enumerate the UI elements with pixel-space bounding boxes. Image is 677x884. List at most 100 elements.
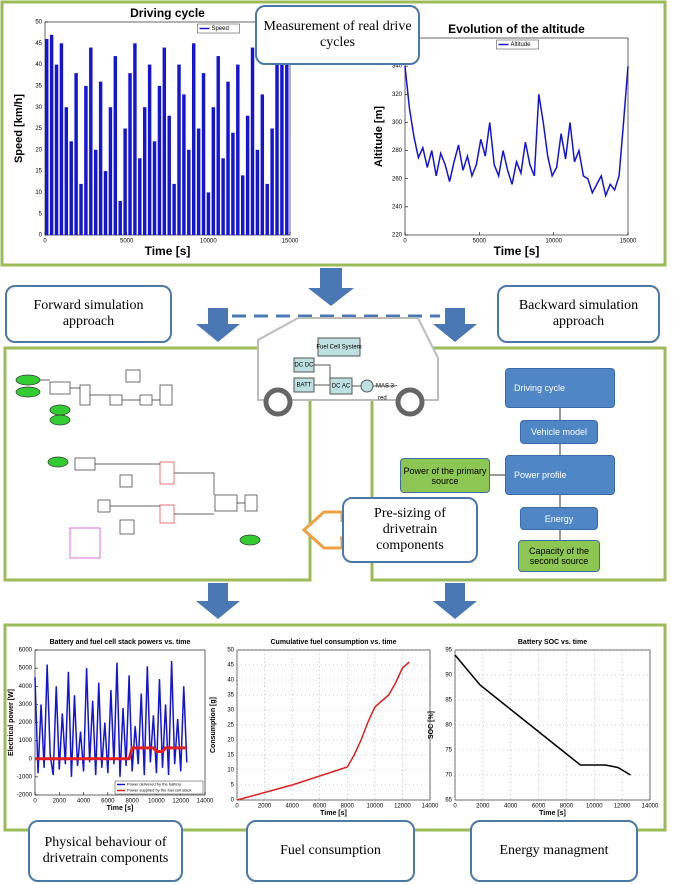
vehicle-label: DC AC xyxy=(332,384,351,390)
bar xyxy=(118,200,122,235)
bar xyxy=(64,107,69,235)
callout: Pre-sizing of drivetrain components xyxy=(342,497,478,563)
bar xyxy=(147,64,152,235)
bar xyxy=(236,64,240,235)
y-tick-label: 5 xyxy=(39,211,43,217)
x-tick-label: 10000 xyxy=(586,804,603,810)
y-tick-label: 4000 xyxy=(19,684,33,690)
bar xyxy=(226,81,230,235)
y-tick-label: -1000 xyxy=(17,774,33,780)
bar xyxy=(162,47,167,236)
bar xyxy=(123,128,127,235)
x-tick-label: 14000 xyxy=(642,804,659,810)
x-tick-label: 14000 xyxy=(422,804,439,810)
plot-area xyxy=(454,649,651,801)
bar xyxy=(265,183,269,235)
bar xyxy=(216,56,220,235)
y-tick-label: 0 xyxy=(39,233,43,239)
bar xyxy=(98,81,103,235)
vehicle-label: red xyxy=(378,396,387,402)
y-tick-label: 15 xyxy=(227,753,234,759)
y-tick-label: 35 xyxy=(35,83,42,89)
callout: Forward simulation approach xyxy=(5,285,172,343)
legend-label: Power delivered by the battery xyxy=(127,782,181,787)
bar xyxy=(133,43,137,235)
x-tick-label: 10000 xyxy=(367,804,384,810)
bar xyxy=(157,85,162,236)
x-tick-label: 6000 xyxy=(101,799,115,805)
legend xyxy=(114,780,204,795)
chart-title: Driving cycle xyxy=(130,6,205,20)
x-tick-label: 10000 xyxy=(545,239,562,245)
bar xyxy=(138,158,142,235)
callout: Measurement of real drive cycles xyxy=(255,5,420,65)
y-tick-label: 25 xyxy=(35,126,42,132)
x-axis-label: Time [s] xyxy=(107,805,134,812)
x-tick-label: 2000 xyxy=(53,799,67,805)
y-tick-label: 45 xyxy=(227,663,234,669)
bar xyxy=(245,115,250,235)
legend xyxy=(496,39,539,50)
series-line xyxy=(454,654,631,776)
vehicle-label: DC DC xyxy=(295,363,315,369)
y-tick-label: 85 xyxy=(445,698,452,704)
bar xyxy=(211,107,216,235)
bar xyxy=(196,128,201,235)
x-tick-label: 2000 xyxy=(476,804,490,810)
bar xyxy=(255,149,260,235)
y-tick-label: 20 xyxy=(35,147,42,153)
bar xyxy=(103,171,108,235)
plot-area xyxy=(404,37,629,236)
x-axis-label: Time [s] xyxy=(145,244,191,258)
y-tick-label: 340 xyxy=(392,64,403,70)
bar xyxy=(152,141,157,235)
x-tick-label: 2000 xyxy=(258,804,272,810)
x-tick-label: 15000 xyxy=(620,239,637,245)
x-tick-label: 8000 xyxy=(125,799,139,805)
y-axis-label: SOC [%] xyxy=(428,711,435,739)
bar xyxy=(94,149,98,235)
y-tick-label: 95 xyxy=(445,648,452,654)
callout: Energy managment xyxy=(470,820,638,882)
callout: Fuel consumption xyxy=(246,820,415,882)
chart-title: Battery and fuel cell stack powers vs. t… xyxy=(50,639,191,646)
x-tick-label: 14000 xyxy=(197,799,214,805)
bar xyxy=(275,64,279,235)
bar xyxy=(192,43,196,235)
y-tick-label: 50 xyxy=(35,20,42,26)
legend-label: Altitude xyxy=(511,42,532,48)
bar xyxy=(172,183,176,235)
bar xyxy=(143,107,147,235)
flow-box: Vehicle model xyxy=(520,420,598,444)
y-tick-label: 90 xyxy=(445,673,452,679)
bar xyxy=(79,183,83,235)
y-tick-label: 15 xyxy=(35,169,42,175)
vehicle-label: Fuel Cell System xyxy=(316,345,361,351)
bar xyxy=(201,73,206,236)
series-line xyxy=(35,746,187,761)
y-axis-label: Speed [km/h] xyxy=(13,94,25,163)
y-axis-label: Electrical power [W] xyxy=(8,689,15,756)
bar xyxy=(285,39,289,235)
y-tick-label: 50 xyxy=(227,648,234,654)
bar xyxy=(59,43,64,235)
flow-box: Energy xyxy=(520,507,598,530)
chart-title: Battery SOC vs. time xyxy=(518,639,587,646)
x-axis-label: Time [s] xyxy=(539,810,566,817)
bar xyxy=(280,43,284,235)
flow-box: Power profile xyxy=(505,455,615,495)
x-tick-label: 4000 xyxy=(77,799,91,805)
bar xyxy=(167,115,171,235)
bar xyxy=(182,94,186,235)
y-tick-label: 5000 xyxy=(19,666,33,672)
chart-title: Evolution of the altitude xyxy=(448,22,585,36)
legend xyxy=(197,23,240,34)
bar xyxy=(74,73,78,236)
y-tick-label: 80 xyxy=(445,723,452,729)
x-tick-label: 6000 xyxy=(532,804,546,810)
x-tick-label: 6000 xyxy=(313,804,327,810)
y-tick-label: 75 xyxy=(445,748,452,754)
bar xyxy=(49,34,54,235)
y-tick-label: 70 xyxy=(445,773,452,779)
